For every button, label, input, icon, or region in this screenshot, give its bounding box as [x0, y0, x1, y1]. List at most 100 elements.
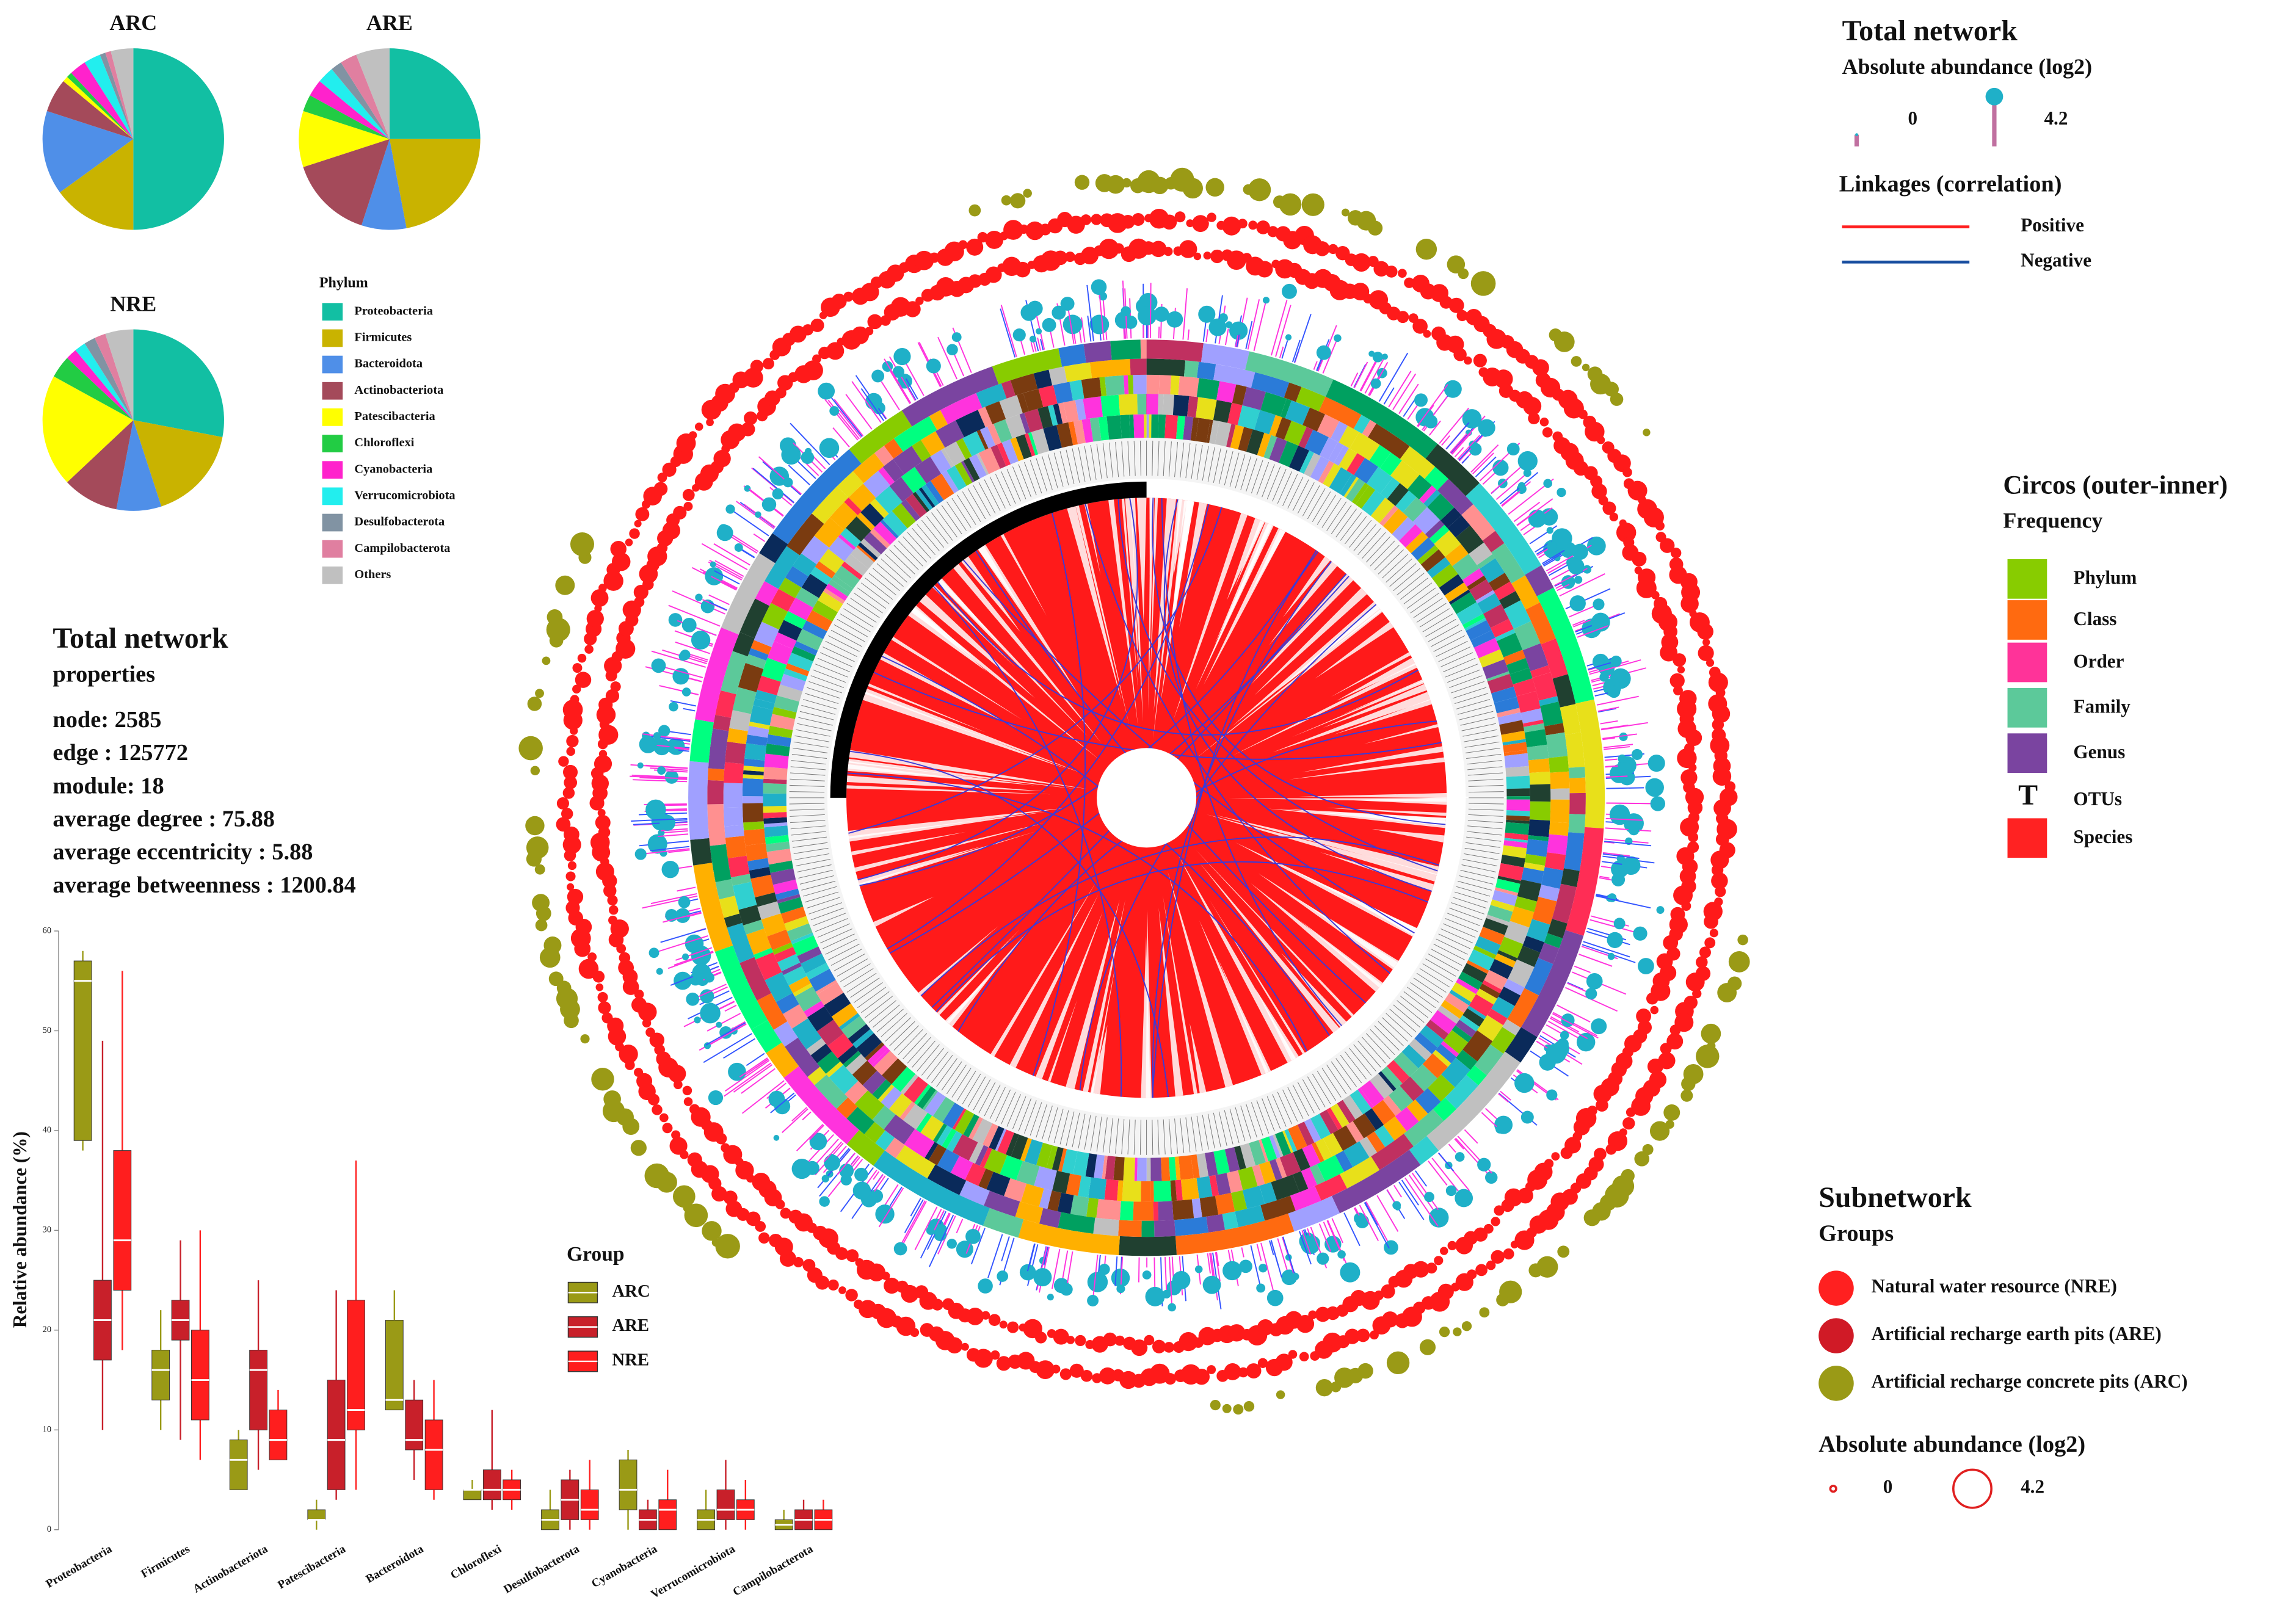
ring-segment: [1425, 520, 1445, 539]
otu-label: [1433, 943, 1466, 960]
subnetwork-node: [1440, 1247, 1448, 1255]
ring-segment: [1329, 467, 1353, 494]
subnetwork-node: [518, 736, 543, 761]
abundance-dot: [716, 524, 733, 541]
abundance-dot: [1027, 300, 1043, 317]
ring-segment: [1477, 1015, 1503, 1041]
ring-segment: [1053, 404, 1063, 425]
ring-segment: [1302, 407, 1326, 432]
ring-segment: [1505, 822, 1530, 835]
subnetwork-node: [1091, 214, 1102, 225]
ring-segment: [1183, 360, 1199, 378]
ring-segment: [1130, 358, 1147, 375]
ring-segment: [1309, 1164, 1325, 1185]
ring-segment: [1362, 419, 1376, 438]
abundance-dot: [1586, 973, 1603, 990]
subnetwork-node: [610, 681, 621, 692]
abundance-dot: [634, 848, 647, 860]
spike: [1595, 895, 1651, 909]
ring-segment: [1263, 435, 1277, 460]
ring-segment: [852, 1029, 874, 1049]
spike: [678, 749, 689, 752]
otu-label: [946, 501, 967, 531]
otu-label: [1462, 729, 1498, 737]
ring-segment: [829, 502, 858, 531]
otu-label: [797, 864, 832, 872]
otu-label: [889, 1021, 915, 1046]
ring-segment: [1420, 549, 1445, 572]
chord-gap: [846, 775, 1046, 792]
abundance-dot: [1138, 293, 1158, 312]
ring-segment: [1146, 339, 1204, 363]
ring-segment: [928, 1143, 947, 1165]
subnetwork-node: [1593, 1084, 1612, 1103]
ring-segment: [952, 1108, 967, 1130]
ring-segment: [983, 1208, 1024, 1238]
subnetwork-node: [631, 997, 647, 1013]
abundance-dot: [1587, 536, 1606, 556]
ring-segment: [1249, 1140, 1266, 1166]
abundance-dot: [819, 438, 840, 458]
ring-segment: [794, 986, 821, 1012]
ring-segment: [1311, 1142, 1324, 1163]
box: [580, 1489, 599, 1520]
ring-segment: [787, 653, 813, 672]
chord-gap: [1229, 798, 1447, 802]
ring-segment: [1564, 732, 1585, 768]
otu-label: [1066, 1111, 1075, 1146]
subnetwork-node: [1373, 261, 1389, 277]
otu-label: [1428, 624, 1459, 642]
otu-label: [1072, 1112, 1080, 1148]
pie-slice: [42, 376, 134, 482]
spike: [739, 1057, 768, 1078]
otu-label: [1467, 831, 1502, 836]
otu-label: [1072, 448, 1080, 483]
ring-segment: [1540, 701, 1563, 726]
otu-label: [794, 735, 830, 742]
abundance-dot: [1478, 419, 1495, 436]
otu-label: [1386, 1013, 1412, 1037]
subnetwork-node: [1491, 1250, 1505, 1264]
ring-segment: [1280, 398, 1292, 419]
otu-label: [1453, 687, 1487, 699]
ring-segment: [844, 554, 869, 576]
ring-segment: [1501, 731, 1526, 743]
ring-segment: [715, 690, 736, 718]
subnetwork-node: [1464, 356, 1472, 365]
otu-label: [1466, 836, 1502, 842]
legend-label: Chloroflexi: [354, 436, 414, 449]
subnetwork-node: [562, 787, 575, 799]
ring-segment: [918, 487, 935, 509]
spike: [1097, 1255, 1101, 1275]
ring-segment: [846, 1129, 885, 1166]
properties-subtitle: properties: [53, 662, 155, 687]
ring-segment: [1190, 417, 1199, 441]
ring-segment: [882, 510, 908, 537]
otu-label: [921, 520, 944, 548]
ring-segment: [1259, 1161, 1276, 1184]
abundance-dot: [705, 567, 724, 585]
ring-segment: [1317, 1155, 1345, 1182]
subnetwork-node: [1602, 501, 1616, 515]
subnetwork-node: [803, 360, 823, 381]
otu-label: [1030, 460, 1042, 494]
ring-segment: [1083, 341, 1112, 363]
subnetwork-node: [567, 883, 575, 891]
ring-segment: [1172, 1199, 1194, 1220]
otu-label: [1449, 907, 1483, 921]
ring-segment: [976, 383, 1007, 408]
ring-segment: [1524, 853, 1547, 866]
subnetwork-node: [968, 274, 982, 288]
otu-label: [1445, 664, 1478, 678]
otu-label: [889, 549, 915, 574]
subnetwork-node: [1669, 1024, 1681, 1036]
spike: [851, 381, 882, 423]
otu-label: [1366, 1033, 1390, 1060]
ring-segment: [839, 1013, 860, 1030]
ring-segment: [1409, 1038, 1432, 1061]
subnetwork-node: [961, 1342, 969, 1351]
ring-segment: [1350, 1089, 1371, 1115]
subnetwork-node: [636, 1073, 653, 1089]
otu-label: [815, 664, 848, 678]
otu-label: [1456, 886, 1491, 897]
